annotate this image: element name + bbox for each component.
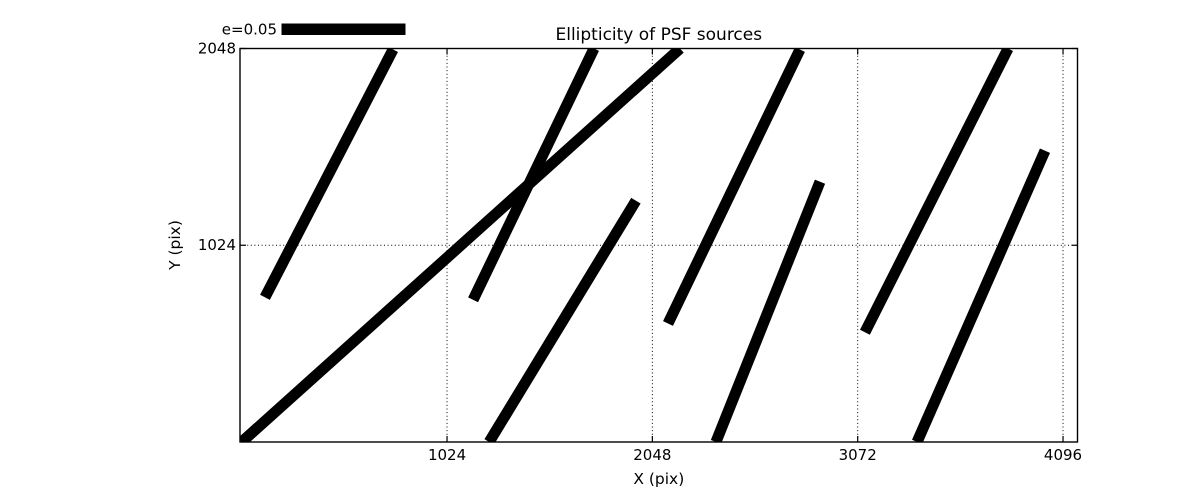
x-tick-label: 1024 — [428, 446, 466, 464]
x-axis-label: X (pix) — [633, 470, 684, 488]
psf-whisker — [710, 179, 826, 442]
y-tick-label: 1024 — [198, 236, 236, 254]
legend-key-label: e=0.05 — [222, 21, 277, 39]
psf-whisker — [240, 48, 684, 442]
y-axis-label: Y (pix) — [166, 220, 184, 271]
y-tick-label: 2048 — [198, 39, 236, 57]
legend-scale-bar — [281, 23, 406, 35]
psf-whisker — [484, 197, 641, 442]
chart-title: Ellipticity of PSF sources — [555, 25, 762, 45]
psf-whisker — [912, 148, 1051, 442]
x-tick-label: 3072 — [839, 446, 877, 464]
psf-whisker — [260, 48, 398, 300]
psf-whisker-group — [240, 48, 1051, 442]
psf-whisker — [468, 48, 599, 303]
tick-labels: 1024 2048 3072 4096 1024 2048 — [198, 39, 1082, 464]
gridlines — [240, 47, 1078, 442]
tick-marks — [240, 47, 1078, 442]
psf-whisker — [663, 48, 805, 326]
x-tick-label: 2048 — [633, 446, 671, 464]
psf-whisker — [860, 48, 1013, 335]
x-tick-label: 4096 — [1044, 446, 1082, 464]
